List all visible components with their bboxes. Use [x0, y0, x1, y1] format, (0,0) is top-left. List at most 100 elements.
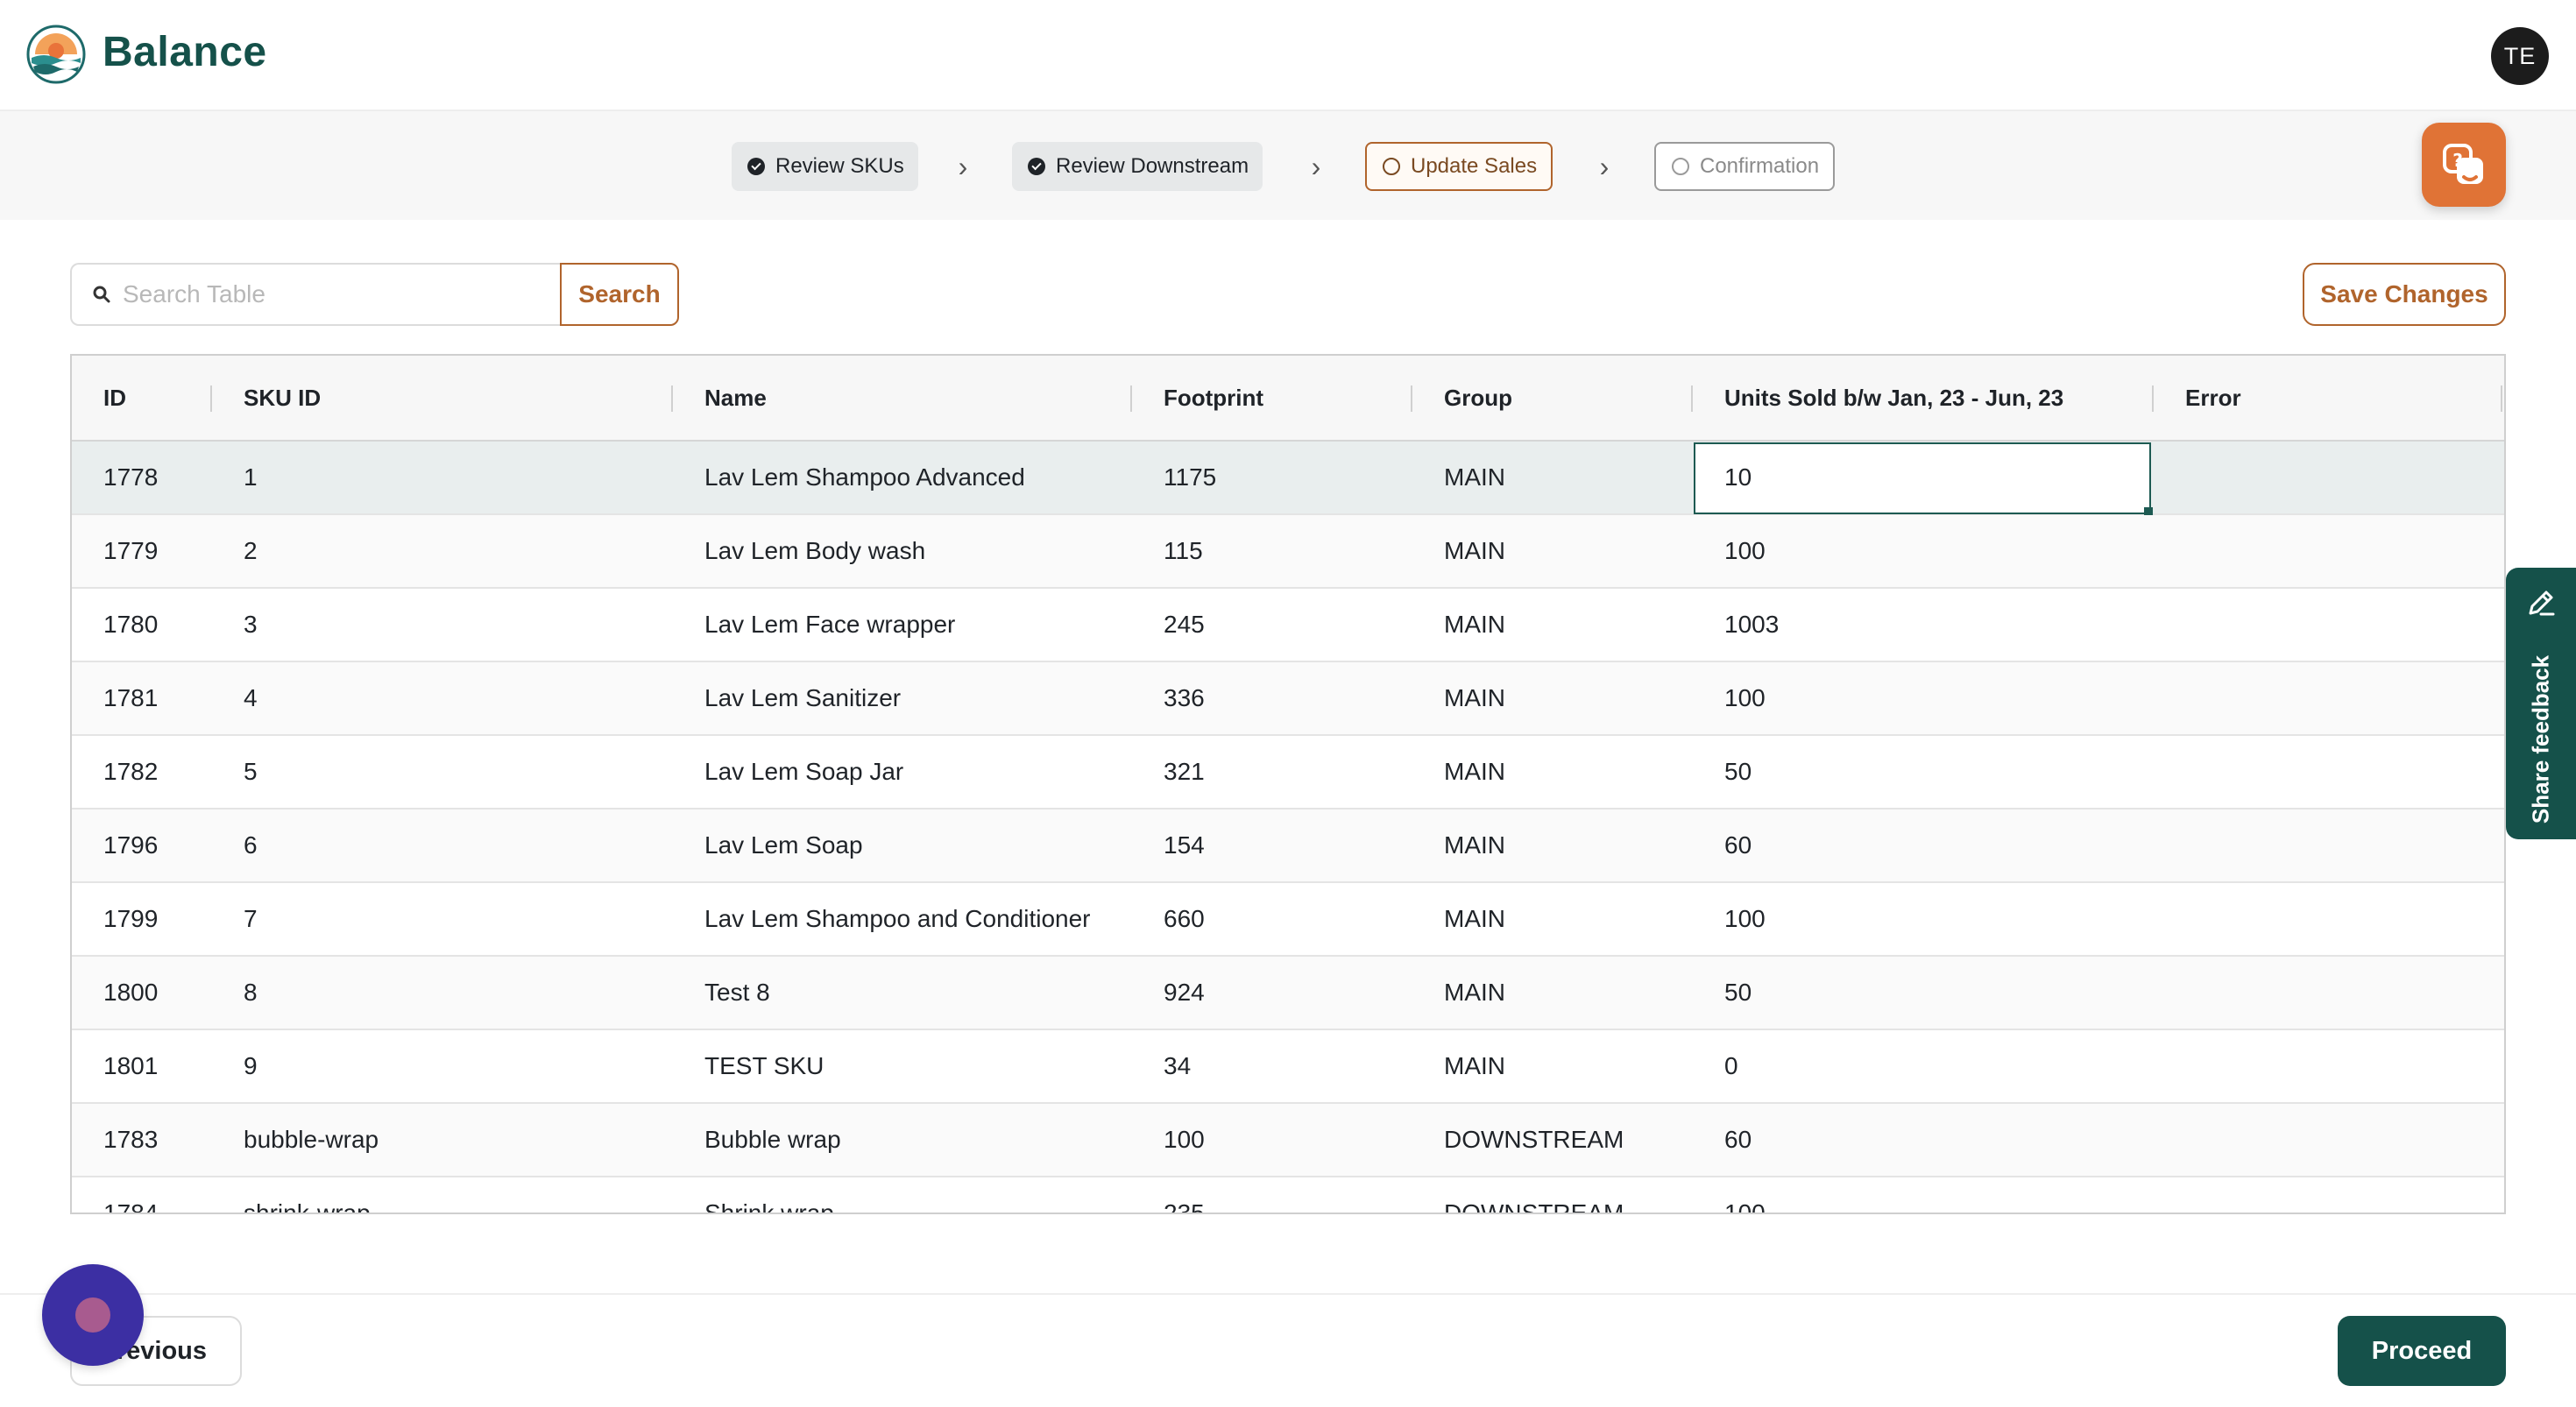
table-row[interactable]: 1784 shrink-wrap Shrink wrap 235 DOWNSTR… — [72, 1177, 2504, 1214]
sales-table: ID SKU ID Name Footprint Group Units Sol… — [70, 354, 2506, 1214]
table-row[interactable]: 1778 1 Lav Lem Shampoo Advanced 1175 MAI… — [72, 442, 2504, 516]
chevron-right-icon: › — [958, 151, 968, 182]
step-label: Confirmation — [1700, 154, 1820, 178]
cell-id: 1800 — [103, 979, 159, 1006]
circle-icon — [1383, 158, 1400, 175]
cell-name: Lav Lem Body wash — [704, 537, 926, 564]
proceed-button[interactable]: Proceed — [2338, 1316, 2506, 1386]
cell-group: MAIN — [1444, 979, 1505, 1006]
cell-units-sold[interactable]: 10 — [1724, 463, 1752, 491]
cell-id: 1782 — [103, 758, 159, 785]
cell-sku-id: 3 — [244, 611, 258, 638]
cell-units-sold[interactable]: 50 — [1724, 979, 1752, 1006]
chevron-right-icon: › — [1599, 151, 1610, 182]
cell-name: Lav Lem Sanitizer — [704, 684, 902, 711]
column-header-error[interactable]: Error — [2185, 384, 2241, 411]
cell-units-sold[interactable]: 1003 — [1724, 611, 1780, 638]
step-update-sales[interactable]: Update Sales — [1365, 142, 1553, 191]
save-changes-button[interactable]: Save Changes — [2303, 263, 2506, 326]
cell-units-sold[interactable]: 60 — [1724, 831, 1752, 859]
step-label: Review Downstream — [1056, 154, 1249, 178]
cell-units-sold[interactable]: 100 — [1724, 905, 1766, 932]
cell-sku-id: 2 — [244, 537, 258, 564]
cell-sku-id: 1 — [244, 463, 258, 491]
cell-id: 1799 — [103, 905, 159, 932]
column-resizer[interactable] — [210, 385, 212, 412]
cell-units-sold[interactable]: 100 — [1724, 1199, 1766, 1214]
table-row[interactable]: 1781 4 Lav Lem Sanitizer 336 MAIN 100 — [72, 662, 2504, 736]
previous-button[interactable]: Previous — [70, 1316, 242, 1386]
table-row[interactable]: 1800 8 Test 8 924 MAIN 50 — [72, 957, 2504, 1030]
cell-footprint: 235 — [1164, 1199, 1205, 1214]
search-box — [70, 263, 561, 326]
column-header-sku-id[interactable]: SKU ID — [244, 384, 322, 411]
column-resizer[interactable] — [1411, 385, 1412, 412]
cell-group: DOWNSTREAM — [1444, 1126, 1624, 1153]
column-resizer[interactable] — [671, 385, 673, 412]
step-label: Review SKUs — [775, 154, 904, 178]
cell-id: 1801 — [103, 1052, 159, 1079]
cell-footprint: 34 — [1164, 1052, 1192, 1079]
table-row[interactable]: 1799 7 Lav Lem Shampoo and Conditioner 6… — [72, 883, 2504, 957]
cell-footprint: 924 — [1164, 979, 1205, 1006]
table-row[interactable]: 1782 5 Lav Lem Soap Jar 321 MAIN 50 — [72, 736, 2504, 810]
cell-group: MAIN — [1444, 1052, 1505, 1079]
chat-bubble-icon[interactable] — [42, 1264, 144, 1366]
cell-footprint: 1175 — [1164, 463, 1217, 491]
cell-name: Test 8 — [704, 979, 770, 1006]
cell-sku-id: 8 — [244, 979, 258, 1006]
table-row[interactable]: 1783 bubble-wrap Bubble wrap 100 DOWNSTR… — [72, 1104, 2504, 1177]
table-row[interactable]: 1779 2 Lav Lem Body wash 115 MAIN 100 — [72, 515, 2504, 589]
cell-footprint: 154 — [1164, 831, 1205, 859]
column-resizer[interactable] — [2152, 385, 2154, 412]
cell-units-sold[interactable]: 60 — [1724, 1126, 1752, 1153]
cell-id: 1783 — [103, 1126, 159, 1153]
column-resizer[interactable] — [2501, 385, 2502, 412]
table-row[interactable]: 1801 9 TEST SKU 34 MAIN 0 — [72, 1030, 2504, 1104]
column-header-name[interactable]: Name — [704, 384, 767, 411]
cell-units-sold[interactable]: 100 — [1724, 537, 1766, 564]
app-header: Balance TE — [0, 0, 2576, 111]
cell-id: 1778 — [103, 463, 159, 491]
step-review-skus[interactable]: Review SKUs — [732, 142, 918, 191]
column-header-units-sold[interactable]: Units Sold b/w Jan, 23 - Jun, 23 — [1724, 384, 2064, 411]
check-circle-icon — [1028, 158, 1045, 175]
search-input[interactable] — [123, 280, 543, 308]
cell-footprint: 115 — [1164, 537, 1203, 564]
balance-logo-icon[interactable] — [26, 25, 86, 84]
svg-text:?: ? — [2452, 150, 2463, 171]
cell-units-sold[interactable]: 100 — [1724, 684, 1766, 711]
pencil-icon — [2529, 590, 2555, 616]
help-chat-icon: ? — [2443, 144, 2483, 184]
step-review-downstream[interactable]: Review Downstream — [1012, 142, 1263, 191]
step-confirmation[interactable]: Confirmation — [1654, 142, 1836, 191]
column-resizer[interactable] — [1130, 385, 1132, 412]
column-header-footprint[interactable]: Footprint — [1164, 384, 1264, 411]
chevron-right-icon: › — [1311, 151, 1321, 182]
table-row[interactable]: 1780 3 Lav Lem Face wrapper 245 MAIN 100… — [72, 589, 2504, 662]
cell-group: MAIN — [1444, 684, 1505, 711]
column-header-id[interactable]: ID — [103, 384, 126, 411]
table-row[interactable]: 1796 6 Lav Lem Soap 154 MAIN 60 — [72, 810, 2504, 883]
share-feedback-label: Share feedback — [2527, 654, 2554, 824]
fill-handle[interactable] — [2144, 507, 2153, 516]
table-header: ID SKU ID Name Footprint Group Units Sol… — [72, 356, 2504, 442]
brand-name: Balance — [103, 29, 267, 75]
cell-footprint: 660 — [1164, 905, 1205, 932]
cell-units-sold[interactable]: 50 — [1724, 758, 1752, 785]
cell-sku-id: 7 — [244, 905, 258, 932]
column-resizer[interactable] — [1691, 385, 1693, 412]
share-feedback-tab[interactable]: Share feedback — [2506, 568, 2576, 839]
search-button[interactable]: Search — [560, 263, 679, 326]
cell-footprint: 321 — [1164, 758, 1205, 785]
cell-sku-id: bubble-wrap — [244, 1126, 379, 1153]
chat-bubble-dot — [75, 1297, 110, 1333]
help-button[interactable]: ? — [2422, 123, 2506, 207]
search-icon — [93, 286, 110, 303]
cell-sku-id: 5 — [244, 758, 258, 785]
user-avatar[interactable]: TE — [2491, 27, 2549, 85]
active-cell-editor[interactable] — [1694, 442, 2153, 516]
cell-units-sold[interactable]: 0 — [1724, 1052, 1738, 1079]
column-header-group[interactable]: Group — [1444, 384, 1512, 411]
cell-footprint: 100 — [1164, 1126, 1205, 1153]
